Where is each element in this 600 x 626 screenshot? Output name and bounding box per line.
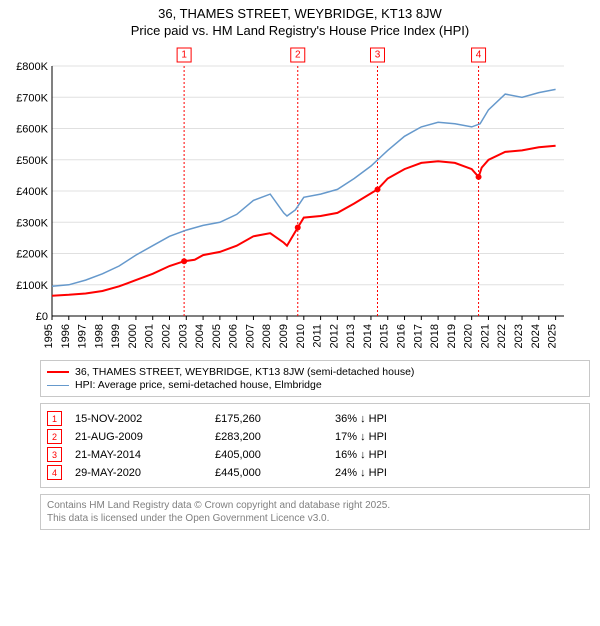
x-tick-label: 1995 <box>43 324 55 348</box>
transaction-marker: 2 <box>47 429 62 444</box>
x-tick-label: 2005 <box>211 324 223 348</box>
attribution-footer: Contains HM Land Registry data © Crown c… <box>40 494 590 530</box>
x-tick-label: 1996 <box>60 324 72 348</box>
x-tick-label: 2002 <box>161 324 173 348</box>
x-tick-label: 2014 <box>362 324 374 348</box>
series-hpi <box>52 89 556 286</box>
footer-line-2: This data is licensed under the Open Gov… <box>47 512 583 525</box>
x-tick-label: 2003 <box>177 324 189 348</box>
transaction-marker: 1 <box>47 411 62 426</box>
legend-swatch <box>47 385 69 386</box>
x-tick-label: 2021 <box>479 324 491 348</box>
chart-area: £0 £100K £200K £300K £400K £500K £600K £700K £80… <box>10 44 590 354</box>
transaction-price: £445,000 <box>215 467 335 479</box>
x-tick-label: 2001 <box>144 324 156 348</box>
y-tick-label: £600K <box>16 124 48 136</box>
x-tick-label: 1999 <box>110 324 122 348</box>
transaction-delta: 36% ↓ HPI <box>335 413 455 425</box>
x-tick-label: 2012 <box>328 324 340 348</box>
x-tick-label: 2017 <box>412 324 424 348</box>
x-tick-label: 2000 <box>127 324 139 348</box>
x-tick-label: 2008 <box>261 324 273 348</box>
transactions-table: 1 15-NOV-2002£175,26036% ↓ HPI 2 21-AUG-200… <box>40 403 590 488</box>
transaction-marker: 3 <box>47 447 62 462</box>
transaction-delta: 16% ↓ HPI <box>335 449 455 461</box>
chart-subtitle: Price paid vs. HM Land Registry's House … <box>0 23 600 38</box>
y-tick-label: £0 <box>36 311 48 323</box>
footer-line-1: Contains HM Land Registry data © Crown c… <box>47 499 583 512</box>
x-tick-label: 2009 <box>278 324 290 348</box>
x-tick-label: 2006 <box>228 324 240 348</box>
transaction-price: £405,000 <box>215 449 335 461</box>
chart-marker-label: 1 <box>181 50 187 61</box>
transaction-marker: 4 <box>47 465 62 480</box>
transaction-date: 21-AUG-2009 <box>75 431 215 443</box>
table-row: 4 29-MAY-2020£445,00024% ↓ HPI <box>47 465 583 480</box>
table-row: 2 21-AUG-2009£283,20017% ↓ HPI <box>47 429 583 444</box>
x-tick-label: 2019 <box>446 324 458 348</box>
transaction-date: 21-MAY-2014 <box>75 449 215 461</box>
transaction-date: 15-NOV-2002 <box>75 413 215 425</box>
x-tick-label: 2016 <box>396 324 408 348</box>
chart-marker-label: 3 <box>375 50 381 61</box>
table-row: 1 15-NOV-2002£175,26036% ↓ HPI <box>47 411 583 426</box>
y-tick-label: £100K <box>16 280 48 292</box>
legend-label: 36, THAMES STREET, WEYBRIDGE, KT13 8JW (… <box>75 366 414 378</box>
legend-label: HPI: Average price, semi-detached house,… <box>75 379 322 391</box>
x-tick-label: 2010 <box>295 324 307 348</box>
x-tick-label: 2025 <box>547 324 559 348</box>
y-tick-label: £400K <box>16 186 48 198</box>
transaction-price: £283,200 <box>215 431 335 443</box>
x-tick-label: 2007 <box>244 324 256 348</box>
y-tick-label: £300K <box>16 217 48 229</box>
series-price_paid <box>52 146 556 296</box>
x-tick-label: 2013 <box>345 324 357 348</box>
x-tick-label: 2020 <box>463 324 475 348</box>
x-tick-label: 2011 <box>312 324 324 348</box>
legend: 36, THAMES STREET, WEYBRIDGE, KT13 8JW (… <box>40 360 590 397</box>
transaction-date: 29-MAY-2020 <box>75 467 215 479</box>
x-tick-label: 1998 <box>93 324 105 348</box>
transaction-price: £175,260 <box>215 413 335 425</box>
y-tick-label: £200K <box>16 249 48 261</box>
y-tick-label: £700K <box>16 92 48 104</box>
y-tick-label: £500K <box>16 155 48 167</box>
y-tick-label: £800K <box>16 61 48 73</box>
transaction-delta: 17% ↓ HPI <box>335 431 455 443</box>
x-tick-label: 2004 <box>194 324 206 348</box>
x-tick-label: 2022 <box>496 324 508 348</box>
legend-item: HPI: Average price, semi-detached house,… <box>47 379 583 391</box>
transaction-delta: 24% ↓ HPI <box>335 467 455 479</box>
chart-marker-label: 4 <box>476 50 482 61</box>
x-tick-label: 2023 <box>513 324 525 348</box>
x-tick-label: 1997 <box>77 324 89 348</box>
legend-swatch <box>47 371 69 373</box>
line-chart-svg: £0 £100K £200K £300K £400K £500K £600K £700K £80… <box>10 44 570 354</box>
x-tick-label: 2024 <box>530 324 542 348</box>
legend-item: 36, THAMES STREET, WEYBRIDGE, KT13 8JW (… <box>47 366 583 378</box>
table-row: 3 21-MAY-2014£405,00016% ↓ HPI <box>47 447 583 462</box>
chart-marker-label: 2 <box>295 50 301 61</box>
chart-title: 36, THAMES STREET, WEYBRIDGE, KT13 8JW <box>0 6 600 21</box>
x-tick-label: 2015 <box>379 324 391 348</box>
x-tick-label: 2018 <box>429 324 441 348</box>
